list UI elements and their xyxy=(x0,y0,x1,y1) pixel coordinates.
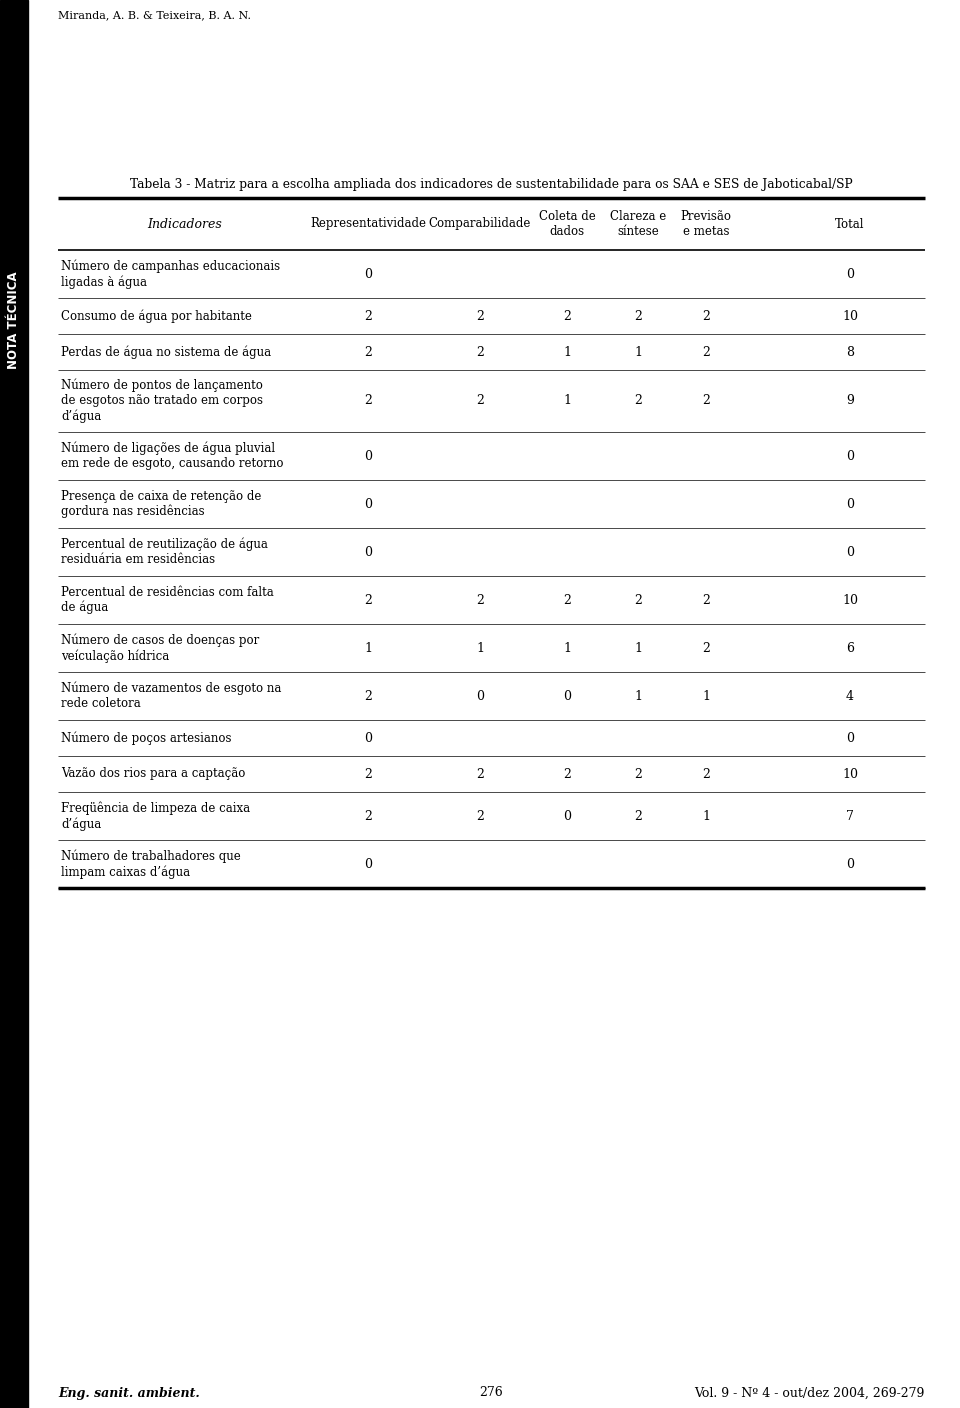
Text: 4: 4 xyxy=(846,690,854,703)
Text: Miranda, A. B. & Teixeira, B. A. N.: Miranda, A. B. & Teixeira, B. A. N. xyxy=(58,10,251,20)
Text: 2: 2 xyxy=(364,310,372,322)
Text: 2: 2 xyxy=(364,394,372,407)
Text: 0: 0 xyxy=(563,810,571,822)
Bar xyxy=(0,0,28,1408)
Text: 10: 10 xyxy=(842,594,858,607)
Text: 8: 8 xyxy=(846,345,854,359)
Text: 0: 0 xyxy=(364,732,372,745)
Text: 2: 2 xyxy=(564,310,571,322)
Text: 0: 0 xyxy=(364,497,372,511)
Text: Indicadores: Indicadores xyxy=(148,217,223,231)
Text: 2: 2 xyxy=(564,594,571,607)
Text: 1: 1 xyxy=(563,345,571,359)
Text: 0: 0 xyxy=(476,690,484,703)
Text: Número de ligações de água pluvial
em rede de esgoto, causando retorno: Número de ligações de água pluvial em re… xyxy=(61,442,283,470)
Text: Vol. 9 - Nº 4 - out/dez 2004, 269-279: Vol. 9 - Nº 4 - out/dez 2004, 269-279 xyxy=(695,1387,925,1400)
Text: 9: 9 xyxy=(846,394,854,407)
Text: Número de pontos de lançamento
de esgotos não tratado em corpos
d’água: Número de pontos de lançamento de esgoto… xyxy=(61,379,263,422)
Text: 10: 10 xyxy=(842,767,858,780)
Text: Presença de caixa de retenção de
gordura nas residências: Presença de caixa de retenção de gordura… xyxy=(61,490,261,518)
Text: 0: 0 xyxy=(846,497,854,511)
Text: 2: 2 xyxy=(364,810,372,822)
Text: 2: 2 xyxy=(364,594,372,607)
Text: 2: 2 xyxy=(634,310,642,322)
Text: 0: 0 xyxy=(846,732,854,745)
Text: 1: 1 xyxy=(702,810,710,822)
Text: 276: 276 xyxy=(480,1387,503,1400)
Text: Número de trabalhadores que
limpam caixas d’água: Número de trabalhadores que limpam caixa… xyxy=(61,849,241,879)
Text: Número de poços artesianos: Número de poços artesianos xyxy=(61,731,231,745)
Text: 0: 0 xyxy=(364,268,372,280)
Text: Número de casos de doenças por
veículação hídrica: Número de casos de doenças por veículaçã… xyxy=(61,634,259,663)
Text: Coleta de
dados: Coleta de dados xyxy=(539,210,595,238)
Text: 2: 2 xyxy=(476,394,484,407)
Text: 2: 2 xyxy=(634,394,642,407)
Text: Perdas de água no sistema de água: Perdas de água no sistema de água xyxy=(61,345,271,359)
Text: 2: 2 xyxy=(634,810,642,822)
Text: Consumo de água por habitante: Consumo de água por habitante xyxy=(61,310,252,322)
Text: 1: 1 xyxy=(702,690,710,703)
Text: 0: 0 xyxy=(846,857,854,870)
Text: 1: 1 xyxy=(634,690,642,703)
Text: 2: 2 xyxy=(702,310,710,322)
Text: 2: 2 xyxy=(702,767,710,780)
Text: 1: 1 xyxy=(563,642,571,655)
Text: 2: 2 xyxy=(476,810,484,822)
Text: 2: 2 xyxy=(476,767,484,780)
Text: 2: 2 xyxy=(702,345,710,359)
Text: Comparabilidade: Comparabilidade xyxy=(429,217,531,231)
Text: 10: 10 xyxy=(842,310,858,322)
Text: 1: 1 xyxy=(476,642,484,655)
Text: 0: 0 xyxy=(846,545,854,559)
Text: 0: 0 xyxy=(364,545,372,559)
Text: Vazão dos rios para a captação: Vazão dos rios para a captação xyxy=(61,767,246,780)
Text: 0: 0 xyxy=(846,268,854,280)
Text: 1: 1 xyxy=(634,345,642,359)
Text: Freqüência de limpeza de caixa
d’água: Freqüência de limpeza de caixa d’água xyxy=(61,801,251,831)
Text: 2: 2 xyxy=(364,345,372,359)
Text: Previsão
e metas: Previsão e metas xyxy=(681,210,732,238)
Text: 0: 0 xyxy=(364,449,372,462)
Text: 6: 6 xyxy=(846,642,854,655)
Text: Representatividade: Representatividade xyxy=(310,217,426,231)
Text: 1: 1 xyxy=(364,642,372,655)
Text: 2: 2 xyxy=(702,642,710,655)
Text: Percentual de reutilização de água
residuária em residências: Percentual de reutilização de água resid… xyxy=(61,538,268,566)
Text: Número de vazamentos de esgoto na
rede coletora: Número de vazamentos de esgoto na rede c… xyxy=(61,681,281,710)
Text: 2: 2 xyxy=(364,767,372,780)
Text: 2: 2 xyxy=(476,310,484,322)
Text: 1: 1 xyxy=(563,394,571,407)
Text: 1: 1 xyxy=(634,642,642,655)
Text: Eng. sanit. ambient.: Eng. sanit. ambient. xyxy=(58,1387,200,1400)
Text: 2: 2 xyxy=(476,345,484,359)
Text: Tabela 3 - Matriz para a escolha ampliada dos indicadores de sustentabilidade pa: Tabela 3 - Matriz para a escolha ampliad… xyxy=(131,177,852,191)
Text: 2: 2 xyxy=(364,690,372,703)
Text: 7: 7 xyxy=(846,810,854,822)
Text: Clareza e
síntese: Clareza e síntese xyxy=(610,210,666,238)
Text: Percentual de residências com falta
de água: Percentual de residências com falta de á… xyxy=(61,586,274,614)
Text: 0: 0 xyxy=(563,690,571,703)
Text: Número de campanhas educacionais
ligadas à água: Número de campanhas educacionais ligadas… xyxy=(61,259,280,289)
Text: 0: 0 xyxy=(364,857,372,870)
Text: 2: 2 xyxy=(634,594,642,607)
Text: 2: 2 xyxy=(702,394,710,407)
Text: 2: 2 xyxy=(702,594,710,607)
Text: Total: Total xyxy=(835,217,865,231)
Text: 2: 2 xyxy=(634,767,642,780)
Text: 2: 2 xyxy=(564,767,571,780)
Text: 0: 0 xyxy=(846,449,854,462)
Text: NOTA TÉCNICA: NOTA TÉCNICA xyxy=(8,272,20,369)
Text: 2: 2 xyxy=(476,594,484,607)
